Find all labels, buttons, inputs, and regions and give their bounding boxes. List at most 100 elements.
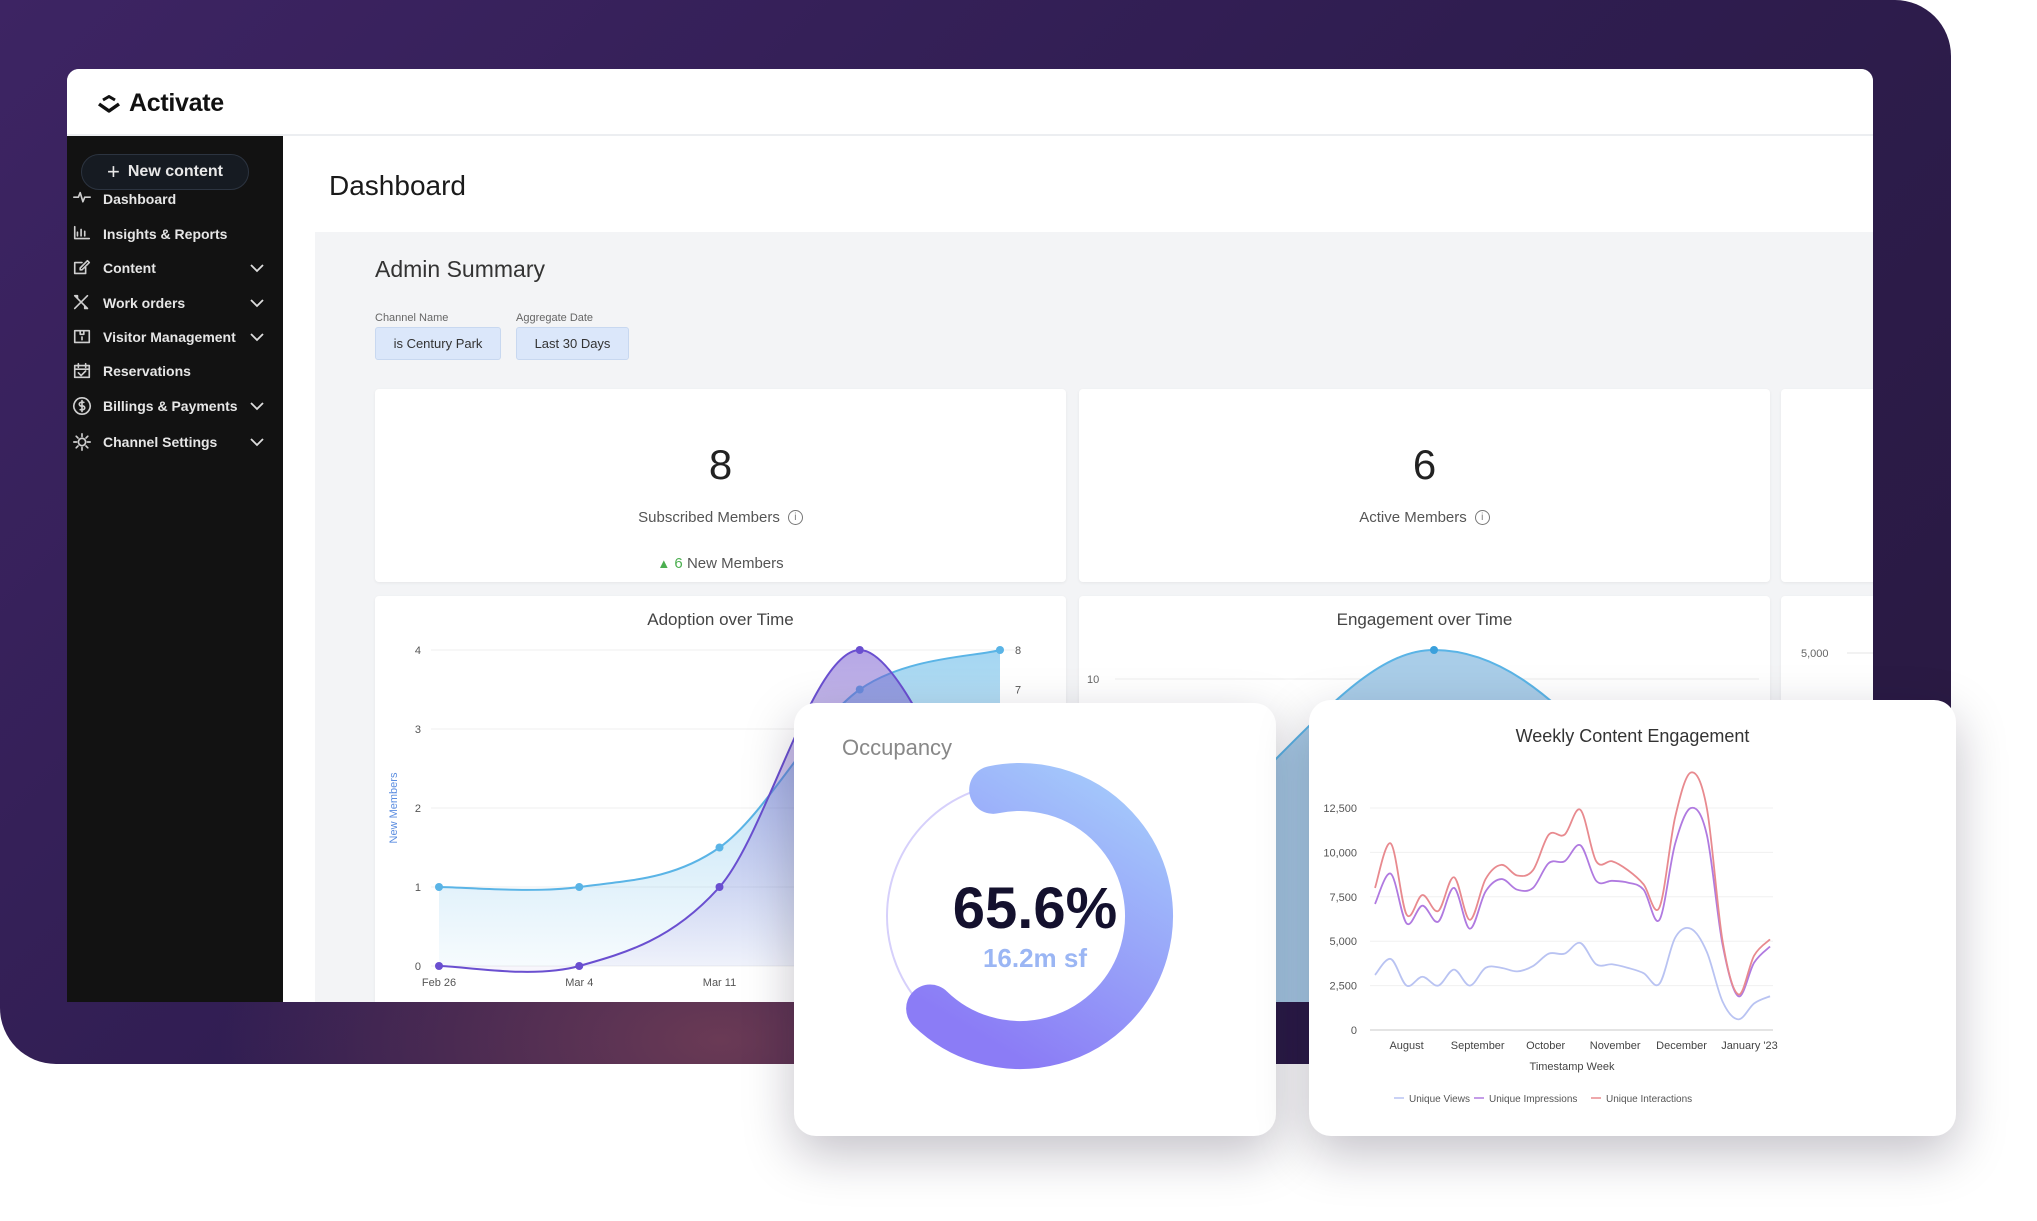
app-logo[interactable]: Activate xyxy=(97,89,224,118)
x-tick-label: Feb 26 xyxy=(422,977,456,989)
sidebar-item-work-orders[interactable]: Work orders xyxy=(71,288,271,318)
y-tick-label: 2 xyxy=(415,803,421,815)
legend-label: Unique Views xyxy=(1409,1094,1470,1105)
app-name: Activate xyxy=(129,89,224,117)
sidebar-item-label: Channel Settings xyxy=(103,434,218,450)
y-tick-label: 2,500 xyxy=(1329,981,1357,993)
new-content-label: New content xyxy=(127,163,223,180)
weekly-engagement-card: Weekly Content Engagement 0 2,500 5,000 7,5… xyxy=(1309,700,1956,1136)
data-point xyxy=(435,883,443,891)
sidebar-item-content[interactable]: Content xyxy=(71,253,271,283)
app-header: Activate xyxy=(67,69,1873,136)
y-tick-label: 5,000 xyxy=(1329,936,1357,948)
legend-label: Unique Impressions xyxy=(1489,1094,1577,1105)
sidebar-item-reservations[interactable]: Reservations xyxy=(71,356,271,386)
series-line xyxy=(1374,926,1771,1021)
weekly-engagement-chart: 0 2,500 5,000 7,500 10,000 12,500 August Septem… xyxy=(1323,771,1778,1105)
dollar-icon xyxy=(71,397,93,415)
date-filter-chip[interactable]: Last 30 Days xyxy=(516,327,629,360)
chevron-down-icon[interactable] xyxy=(249,434,265,450)
edit-icon xyxy=(71,259,93,277)
sidebar: + New content Dashboard Insights & Report… xyxy=(67,136,283,1002)
gear-icon xyxy=(71,433,93,451)
x-tick-label: November xyxy=(1590,1040,1641,1052)
chevron-down-icon[interactable] xyxy=(249,329,265,345)
data-point xyxy=(575,962,584,970)
y-tick-label: 10,000 xyxy=(1323,847,1357,859)
x-tick-label: Mar 4 xyxy=(565,977,593,989)
pulse-icon xyxy=(71,190,93,208)
y-tick-label: 10 xyxy=(1087,674,1099,686)
chart-title: Adoption over Time xyxy=(647,610,794,629)
chevron-stack-icon xyxy=(97,94,121,113)
y-tick-label: 0 xyxy=(415,961,421,973)
channel-filter-chip[interactable]: is Century Park xyxy=(375,327,501,360)
sidebar-item-label: Work orders xyxy=(103,295,186,311)
sidebar-item-insights-reports[interactable]: Insights & Reports xyxy=(71,219,271,249)
occupancy-card: Occupancy 65.6% 16.2m sf xyxy=(794,703,1276,1136)
tools-icon xyxy=(71,294,93,312)
chevron-down-icon[interactable] xyxy=(249,398,265,414)
y2-tick-label: 8 xyxy=(1015,645,1021,657)
chart-title: Engagement over Time xyxy=(1336,610,1513,629)
kpi-value: 6 xyxy=(1412,441,1437,488)
data-point xyxy=(855,646,864,654)
filter-label-channel: Channel Name xyxy=(375,312,449,324)
sidebar-item-channel-settings[interactable]: Channel Settings xyxy=(71,427,271,457)
kpi-card-subscribed: 8 Subscribed Members i ▲ 6 New Members xyxy=(375,389,1066,582)
info-icon[interactable]: i xyxy=(1474,510,1490,525)
chart-title: Weekly Content Engagement xyxy=(1515,726,1750,746)
x-tick-label: January '23 xyxy=(1721,1040,1778,1052)
series-line xyxy=(438,649,1001,891)
kpi-delta-value: 6 xyxy=(674,555,683,572)
legend-label: Unique Interactions xyxy=(1606,1094,1692,1105)
x-tick-label: September xyxy=(1451,1040,1505,1052)
occupancy-donut xyxy=(886,763,1173,1069)
sidebar-item-label: Dashboard xyxy=(103,191,177,207)
sidebar-item-billings-payments[interactable]: Billings & Payments xyxy=(71,391,271,421)
data-point xyxy=(435,962,443,970)
kpi-label: Subscribed Members xyxy=(638,509,780,526)
y2-tick-label: 7 xyxy=(1015,685,1021,697)
occupancy-area: 16.2m sf xyxy=(982,943,1088,973)
occupancy-title: Occupancy xyxy=(842,735,953,760)
info-icon[interactable]: i xyxy=(787,510,803,525)
y-tick-label: 3 xyxy=(415,724,421,736)
page-title: Dashboard xyxy=(329,170,466,201)
y-tick-label: 12,500 xyxy=(1323,803,1357,815)
data-point xyxy=(575,883,584,891)
sidebar-item-label: Content xyxy=(103,260,156,276)
x-axis-label: Timestamp Week xyxy=(1530,1061,1615,1073)
data-point xyxy=(996,646,1004,654)
x-tick-label: August xyxy=(1389,1040,1423,1052)
kpi-delta: ▲ 6 New Members xyxy=(375,555,1066,572)
chevron-down-icon[interactable] xyxy=(249,260,265,276)
plus-icon: + xyxy=(107,159,120,184)
up-triangle-icon: ▲ xyxy=(657,556,671,571)
section-title: Admin Summary xyxy=(375,256,545,282)
sidebar-item-dashboard[interactable]: Dashboard xyxy=(71,184,271,214)
kpi-card-third xyxy=(1781,389,1873,582)
y-tick-label: 7,500 xyxy=(1329,892,1357,904)
series-line xyxy=(1374,806,1771,998)
bar-chart-icon xyxy=(71,225,93,243)
y-tick-label: 5,000 xyxy=(1801,648,1829,660)
chevron-down-icon[interactable] xyxy=(249,295,265,311)
sidebar-item-label: Visitor Management xyxy=(103,329,236,345)
data-point xyxy=(1430,646,1438,654)
kpi-delta-label: New Members xyxy=(686,555,784,572)
third-chart: 5,000 xyxy=(1801,648,1873,660)
kpi-value: 8 xyxy=(708,441,733,488)
occupancy-percent: 65.6% xyxy=(952,876,1118,941)
x-tick-label: December xyxy=(1656,1040,1707,1052)
donut-arc xyxy=(906,763,1173,1069)
y-tick-label: 4 xyxy=(415,645,421,657)
sidebar-item-visitor-management[interactable]: Visitor Management xyxy=(71,322,271,352)
sidebar-item-label: Reservations xyxy=(103,363,191,379)
sidebar-item-label: Billings & Payments xyxy=(103,398,238,414)
y-tick-label: 0 xyxy=(1351,1025,1357,1037)
badge-icon xyxy=(71,328,93,346)
new-content-button[interactable]: + New content xyxy=(81,154,249,190)
kpi-card-active: 6 Active Members i xyxy=(1079,389,1770,582)
filter-label-date: Aggregate Date xyxy=(516,312,594,324)
